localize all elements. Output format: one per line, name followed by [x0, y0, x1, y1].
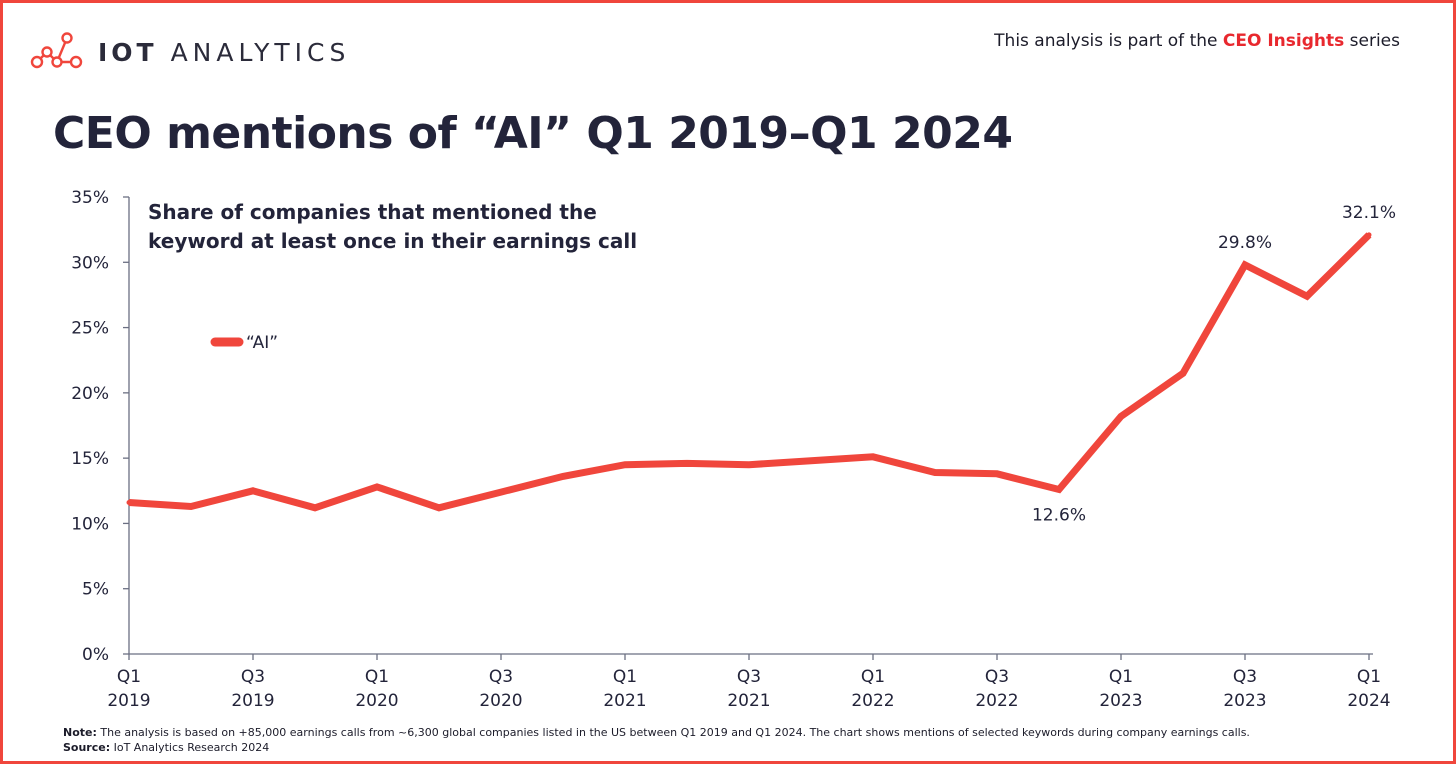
data-point [374, 484, 380, 490]
x-tick-label-quarter: Q3 [737, 667, 761, 687]
data-point [1242, 262, 1248, 268]
chart-title: CEO mentions of “AI” Q1 2019–Q1 2024 [53, 108, 1013, 159]
data-point [1180, 370, 1186, 376]
y-tick-label: 25% [71, 319, 109, 339]
data-point [932, 470, 938, 476]
x-tick-label-quarter: Q1 [117, 667, 141, 687]
footnote-source-label: Source: [63, 741, 111, 754]
data-point [250, 488, 256, 494]
data-point [870, 454, 876, 460]
data-point [808, 458, 814, 464]
iot-analytics-logo: IOT ANALYTICS [30, 32, 350, 72]
x-tick-label-year: 2020 [479, 691, 522, 711]
footnote-note: Note: The analysis is based on +85,000 e… [63, 725, 1250, 740]
y-tick-label: 15% [71, 449, 109, 469]
footnote-note-text: The analysis is based on +85,000 earning… [96, 726, 1250, 739]
x-tick-label-quarter: Q1 [1109, 667, 1133, 687]
y-tick-label: 35% [71, 188, 109, 208]
data-label: 29.8% [1218, 233, 1272, 253]
data-point [684, 460, 690, 466]
y-tick-label: 30% [71, 253, 109, 273]
series-note-suffix: series [1344, 31, 1400, 51]
network-nodes-icon [30, 32, 83, 69]
x-tick-label-year: 2020 [355, 691, 398, 711]
x-tick-label-year: 2019 [107, 691, 150, 711]
data-point [1304, 293, 1310, 299]
y-tick-label: 0% [82, 645, 109, 665]
x-tick-label-quarter: Q1 [613, 667, 637, 687]
x-tick-label-year: 2019 [231, 691, 274, 711]
x-tick-label-year: 2023 [1099, 691, 1142, 711]
data-point [1366, 232, 1372, 238]
logo-wordmark: IOT ANALYTICS [98, 38, 350, 67]
data-point [436, 505, 442, 511]
data-point [312, 505, 318, 511]
x-tick-label-year: 2022 [851, 691, 894, 711]
y-tick-label: 10% [71, 514, 109, 534]
subtitle-line-1: Share of companies that mentioned the [148, 200, 597, 224]
data-point [126, 500, 132, 506]
footnote: Note: The analysis is based on +85,000 e… [63, 725, 1250, 755]
logo-wordmark-light: ANALYTICS [170, 37, 351, 67]
logo-wordmark-bold: IOT [98, 37, 158, 67]
series-note: This analysis is part of the CEO Insight… [994, 31, 1400, 51]
y-tick-label: 20% [71, 384, 109, 404]
data-point [1056, 486, 1062, 492]
data-label: 32.1% [1342, 203, 1396, 223]
data-point [622, 462, 628, 468]
x-tick-label-year: 2022 [975, 691, 1018, 711]
data-label: 12.6% [1032, 505, 1086, 525]
x-tick-label-quarter: Q1 [365, 667, 389, 687]
data-point [560, 473, 566, 479]
footnote-source-text: IoT Analytics Research 2024 [110, 741, 270, 754]
data-point [188, 503, 194, 509]
data-point [994, 471, 1000, 477]
x-tick-label-quarter: Q3 [1233, 667, 1257, 687]
series-note-link[interactable]: CEO Insights [1222, 31, 1345, 51]
x-tick-label-year: 2021 [727, 691, 770, 711]
x-tick-label-quarter: Q3 [489, 667, 513, 687]
x-tick-label-year: 2023 [1223, 691, 1266, 711]
data-point [498, 489, 504, 495]
x-tick-label-quarter: Q1 [861, 667, 885, 687]
data-point [746, 462, 752, 468]
x-tick-label-quarter: Q3 [985, 667, 1009, 687]
footnote-source: Source: IoT Analytics Research 2024 [63, 740, 1250, 755]
chart-subtitle: Share of companies that mentioned the ke… [148, 198, 637, 256]
x-tick-label-year: 2024 [1347, 691, 1390, 711]
y-tick-label: 5% [82, 580, 109, 600]
footnote-note-label: Note: [63, 726, 97, 739]
legend-label: “AI” [246, 333, 278, 353]
data-point [1118, 413, 1124, 419]
x-tick-label-quarter: Q3 [241, 667, 265, 687]
x-tick-label-quarter: Q1 [1357, 667, 1381, 687]
series-note-prefix: This analysis is part of the [994, 31, 1223, 51]
x-tick-label-year: 2021 [603, 691, 646, 711]
subtitle-line-2: keyword at least once in their earnings … [148, 229, 638, 253]
